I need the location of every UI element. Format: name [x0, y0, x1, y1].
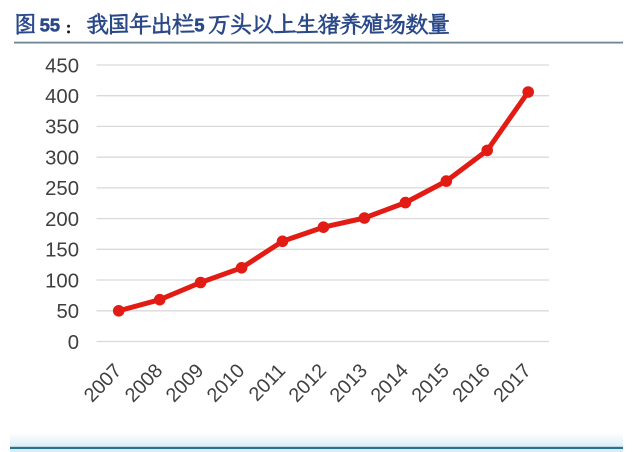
svg-text:300: 300 [45, 148, 79, 170]
svg-text:450: 450 [45, 55, 79, 77]
svg-text:2007: 2007 [80, 360, 126, 407]
svg-text:200: 200 [45, 209, 79, 231]
svg-text:150: 150 [45, 240, 79, 262]
svg-text:2014: 2014 [367, 360, 413, 407]
svg-text:2008: 2008 [121, 360, 167, 407]
svg-text:250: 250 [45, 178, 79, 200]
svg-text:2017: 2017 [489, 360, 535, 407]
svg-text:2010: 2010 [203, 360, 249, 407]
svg-text:2012: 2012 [285, 360, 331, 407]
svg-text:2009: 2009 [162, 360, 208, 407]
svg-text:2015: 2015 [407, 360, 453, 407]
svg-text:2016: 2016 [448, 360, 494, 407]
svg-text:100: 100 [45, 270, 79, 292]
svg-text:2011: 2011 [245, 360, 290, 406]
svg-text:2013: 2013 [326, 360, 372, 407]
svg-text:50: 50 [56, 301, 79, 323]
svg-text:350: 350 [45, 117, 79, 139]
svg-text:400: 400 [45, 86, 79, 108]
svg-text:0: 0 [68, 332, 79, 354]
